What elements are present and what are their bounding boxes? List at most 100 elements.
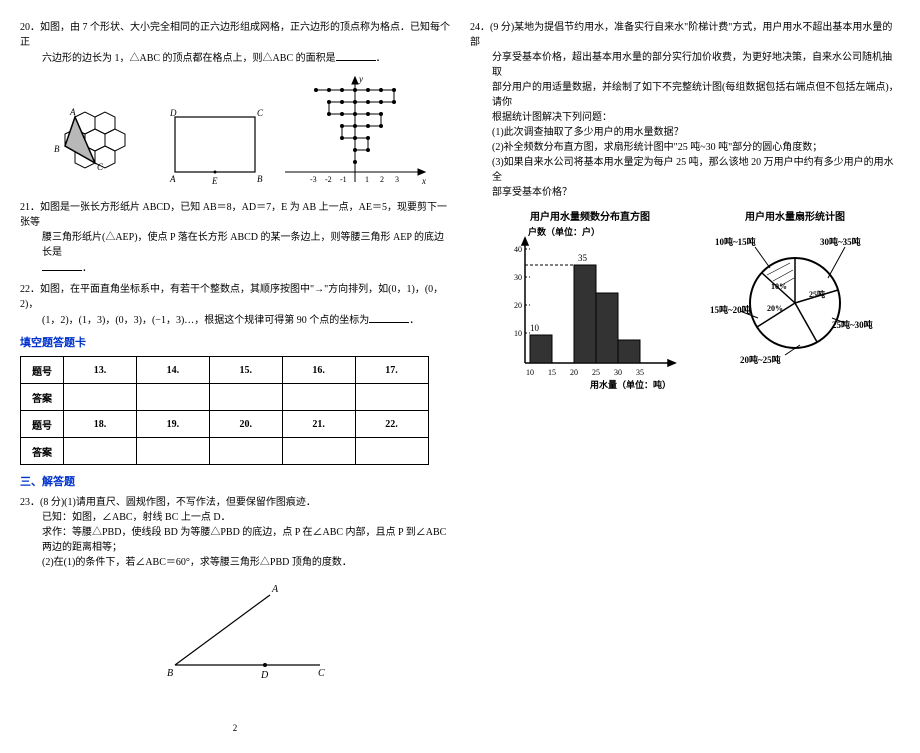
bar-title: 用户用水量频数分布直方图 [490,208,690,223]
q22-blank [369,312,409,323]
th-20: 20. [209,411,282,438]
bxt15: 15 [548,368,556,377]
bxt30: 30 [614,368,622,377]
charts: 用户用水量频数分布直方图 户数（单位：户） 10 20 30 40 [470,208,900,396]
bxt35: 35 [636,368,644,377]
axis-x: x [421,176,426,186]
rect-a: A [169,174,176,184]
pie-pct-25: 25吨 [809,289,825,299]
yt10: 10 [514,329,522,338]
label-a: A [69,107,76,117]
rect-c: C [257,108,264,118]
q22-text-b: (1，2)，(1，3)，(0，3)，(−1，3)…，根据这个规律可得第 90 个… [42,315,369,326]
q21-line3: ． [20,260,450,276]
q22-num: 22． [20,284,40,295]
q21-text-a: 如图是一张长方形纸片 ABCD，已知 AB＝8，AD＝7，E 为 AB 上一点，… [20,202,447,228]
bar-lbl-10: 10 [530,323,540,333]
q24-l4: 根据统计图解决下列问题： [470,110,900,125]
th-label2: 题号 [21,411,64,438]
q22-text-a: 如图，在平面直角坐标系中，有若干个整数点，其顺序按图中"→"方向排列，如(0，1… [20,284,443,310]
q20-text-c: ． [376,53,386,64]
angle-b: B [167,668,173,679]
angle-figure-wrap: A B C D [20,580,450,693]
xt-1: -1 [340,175,347,184]
q21-text-c: ． [82,263,92,274]
right-column: 24．(9 分)某地为提倡节约用水，准备实行自来水"阶梯计费"方式，用户用水不超… [470,20,900,733]
xt2: 2 [380,175,384,184]
xt3: 3 [395,175,399,184]
q24-num: 24． [470,22,490,33]
yt30: 30 [514,273,522,282]
table-row: 题号 13. 14. 15. 16. 17. [21,357,429,384]
q20-text-a: 如图，由 7 个形状、大小完全相同的正六边形组成网格，正六边形的顶点称为格点．已… [20,22,450,48]
table-row: 题号 18. 19. 20. 21. 22. [21,411,429,438]
pie-l3: 20吨~25吨 [740,354,781,365]
q22: 22．如图，在平面直角坐标系中，有若干个整数点，其顺序按图中"→"方向排列，如(… [20,282,450,328]
bar-chart: 户数（单位：户） 10 20 30 40 [490,223,690,393]
q24-p3: (3)如果自来水公司将基本用水量定为每户 25 吨，那么该地 20 万用户中约有… [470,155,900,185]
rect-e: E [211,176,218,186]
q23-num: 23． [20,497,40,508]
q21-num: 21． [20,202,40,213]
q21-text-b: 腰三角形纸片(△AEP)，使点 P 落在长方形 ABCD 的某一条边上，则等腰三… [42,232,444,258]
angle-d: D [260,670,269,681]
th-21: 21. [282,411,355,438]
th-16: 16. [282,357,355,384]
pie-l5: 30吨~35吨 [820,236,861,247]
q22-line2: (1，2)，(1，3)，(0，3)，(−1，3)…，根据这个规律可得第 90 个… [20,312,450,328]
th-label: 题号 [21,357,64,384]
answer-table: 题号 13. 14. 15. 16. 17. 答案 题号 18. 19. 20.… [20,356,429,465]
pie-l2: 15吨~20吨 [710,304,751,315]
q21: 21．如图是一张长方形纸片 ABCD，已知 AB＝8，AD＝7，E 为 AB 上… [20,200,450,276]
bar-lbl-35: 35 [578,253,588,263]
th-15: 15. [209,357,282,384]
left-column: 20．如图，由 7 个形状、大小完全相同的正六边形组成网格，正六边形的顶点称为格… [20,20,450,733]
table-row: 答案 [21,438,429,465]
page-number: 2 [20,723,450,733]
section3-title: 三、解答题 [20,473,450,489]
q24: 24．(9 分)某地为提倡节约用水，准备实行自来水"阶梯计费"方式，用户用水不超… [470,20,900,200]
xt-2: -2 [325,175,332,184]
yt40: 40 [514,245,522,254]
yt20: 20 [514,301,522,310]
pie-pct-20: 20% [767,304,783,313]
angle-figure: A B C D [135,580,335,690]
q24-l3: 部分用户的用适量数据，并绘制了如下不完整统计图(每组数据包括右端点但不包括左端点… [470,80,900,110]
q20-line2: 六边形的边长为 1，△ABC 的顶点都在格点上，则△ABC 的面积是． [20,50,450,66]
pie-l1: 10吨~15吨 [715,236,756,247]
table-row: 答案 [21,384,429,411]
q24-l1: (9 分)某地为提倡节约用水，准备实行自来水"阶梯计费"方式，用户用水不超出基本… [470,22,892,48]
q20-num: 20． [20,22,40,33]
q20-figs: A B C D C A B E y x -3 -2 [20,72,450,192]
rect-figure: D C A B E [160,102,270,192]
th-17: 17. [355,357,428,384]
pie-chart-wrap: 用户用水量扇形统计图 [710,208,880,376]
hex-figure: A B C [40,102,150,192]
q24-p1: (1)此次调查抽取了多少用户的用水量数据？ [470,125,900,140]
bar-ylabel: 户数（单位：户） [528,226,600,237]
q24-p2: (2)补全频数分布直方图，求扇形统计图中"25 吨~30 吨"部分的圆心角度数； [470,140,900,155]
xt1: 1 [365,175,369,184]
q20: 20．如图，由 7 个形状、大小完全相同的正六边形组成网格，正六边形的顶点称为格… [20,20,450,66]
bar-chart-wrap: 用户用水量频数分布直方图 户数（单位：户） 10 20 30 40 [490,208,690,396]
th-ans2: 答案 [21,438,64,465]
axis-y: y [358,74,363,84]
rect-d: D [169,108,177,118]
q22-text-c: ． [409,315,419,326]
angle-a: A [271,584,279,595]
card-title: 填空题答题卡 [20,334,450,350]
q23-l3: 求作：等腰△PBD，使线段 BD 为等腰△PBD 的底边，点 P 在∠ABC 内… [20,525,450,540]
bar-xlabel: 用水量（单位：吨） [589,379,671,390]
th-22: 22. [355,411,428,438]
bxt25: 25 [592,368,600,377]
label-b: B [54,144,60,154]
triangle-abc [65,117,95,163]
q23: 23．(8 分)(1)请用直尺、圆规作图，不写作法，但要保留作图痕迹． 已知：如… [20,495,450,570]
th-18: 18. [64,411,137,438]
xt-3: -3 [310,175,317,184]
q21-line2: 腰三角形纸片(△AEP)，使点 P 落在长方形 ABCD 的某一条边上，则等腰三… [20,230,450,260]
th-19: 19. [136,411,209,438]
q23-l4: 两边的距离相等； [20,540,450,555]
angle-c: C [318,668,325,679]
label-c: C [97,162,104,172]
